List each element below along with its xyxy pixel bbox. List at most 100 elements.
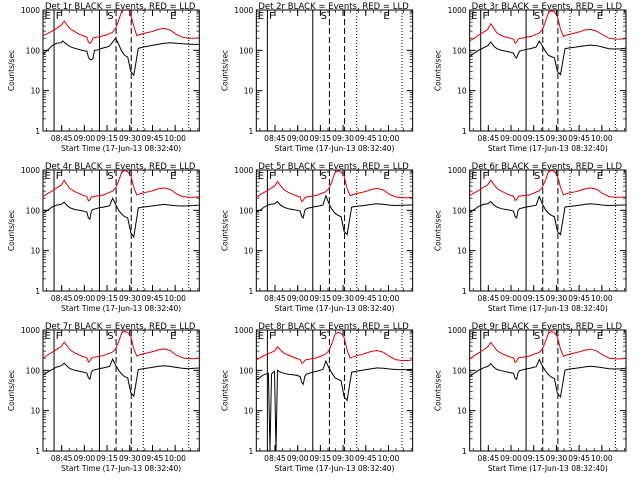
- x-tick-label: 09:45: [355, 294, 377, 303]
- marker-letter-F: F: [269, 331, 275, 342]
- y-axis-label: Counts/sec: [7, 370, 16, 411]
- x-tick-label: 08:45: [51, 294, 73, 303]
- y-axis-label: Counts/sec: [220, 50, 229, 91]
- y-tick-label: 100: [26, 46, 41, 55]
- y-tick-label: 1000: [21, 166, 40, 175]
- marker-letter-F: F: [482, 171, 488, 182]
- x-tick-label: 08:45: [264, 294, 286, 303]
- y-tick-label: 100: [452, 46, 467, 55]
- x-tick-label: 10:00: [378, 294, 400, 303]
- y-tick-label: 10: [244, 87, 254, 96]
- y-tick-label: 1: [35, 287, 40, 296]
- marker-letter-E: E: [258, 331, 264, 342]
- marker-letter-S: S: [107, 171, 113, 182]
- x-tick-label: 09:30: [546, 134, 568, 143]
- y-axis-label: Counts/sec: [434, 50, 443, 91]
- marker-letter-F: F: [482, 331, 488, 342]
- plot-frame: [42, 169, 200, 292]
- detector-panel-6: Det 6r BLACK = Events, RED = LLD 1 10 100 10…: [434, 162, 627, 313]
- x-tick-label: 09:00: [500, 454, 522, 463]
- y-tick-label: 10: [244, 407, 254, 416]
- marker-letter-F: F: [269, 171, 275, 182]
- plot-frame: [255, 9, 414, 132]
- x-tick-label: 08:45: [478, 454, 500, 463]
- y-tick-label: 1: [35, 127, 40, 136]
- y-axis-label: Counts/sec: [434, 370, 443, 411]
- y-tick-label: 100: [26, 206, 41, 215]
- marker-letter-S: S: [534, 171, 540, 182]
- lld-series-line: [43, 10, 199, 44]
- x-tick-label: 09:15: [523, 134, 545, 143]
- marker-letter-E: E: [597, 11, 603, 22]
- x-tick-label: 10:00: [378, 454, 400, 463]
- x-tick-label: 08:45: [478, 294, 500, 303]
- y-axis-label: Counts/sec: [7, 210, 16, 251]
- y-tick-label: 1: [249, 287, 254, 296]
- lld-series-line: [469, 170, 626, 202]
- y-tick-label: 10: [30, 407, 40, 416]
- x-tick-label: 09:00: [74, 294, 96, 303]
- y-axis-label: Counts/sec: [220, 370, 229, 411]
- events-series-line: [469, 39, 626, 76]
- x-tick-label: 09:30: [119, 454, 141, 463]
- x-tick-label: 09:45: [142, 134, 164, 143]
- plot-frame: [255, 329, 414, 452]
- panel-title: Det 3r BLACK = Events, RED = LLD: [472, 2, 623, 12]
- y-tick-label: 1000: [21, 326, 40, 335]
- y-tick-label: 100: [239, 206, 254, 215]
- marker-letter-E: E: [471, 171, 477, 182]
- marker-letter-E: E: [44, 331, 50, 342]
- y-tick-label: 1000: [448, 326, 467, 335]
- y-tick-label: 1000: [448, 166, 467, 175]
- x-tick-label: 09:15: [523, 294, 545, 303]
- x-tick-label: 08:45: [51, 134, 73, 143]
- x-axis-label: Start Time (17-Jun-13 08:32:40): [61, 144, 181, 153]
- y-tick-label: 1: [249, 127, 254, 136]
- x-tick-label: 09:15: [310, 454, 332, 463]
- y-axis-label: Counts/sec: [220, 210, 229, 251]
- panel-title: Det 6r BLACK = Events, RED = LLD: [472, 162, 623, 172]
- marker-letter-S: S: [321, 331, 327, 342]
- events-series-line: [43, 196, 199, 239]
- panel-title: Det 9r BLACK = Events, RED = LLD: [472, 322, 623, 332]
- x-tick-label: 09:45: [142, 454, 164, 463]
- x-tick-label: 09:45: [568, 294, 590, 303]
- x-axis-label: Start Time (17-Jun-13 08:32:40): [488, 304, 608, 313]
- marker-letter-E: E: [471, 331, 477, 342]
- marker-letter-S: S: [321, 171, 327, 182]
- x-tick-label: 10:00: [591, 294, 613, 303]
- y-tick-label: 100: [452, 366, 467, 375]
- x-axis-label: Start Time (17-Jun-13 08:32:40): [488, 144, 608, 153]
- x-tick-label: 10:00: [164, 454, 186, 463]
- marker-letter-S: S: [321, 11, 327, 22]
- x-tick-label: 09:30: [119, 294, 141, 303]
- x-axis-label: Start Time (17-Jun-13 08:32:40): [274, 144, 394, 153]
- x-tick-label: 10:00: [164, 134, 186, 143]
- x-tick-label: 09:00: [74, 134, 96, 143]
- y-axis-label: Counts/sec: [7, 50, 16, 91]
- marker-letter-E: E: [383, 171, 389, 182]
- x-tick-label: 09:30: [546, 294, 568, 303]
- x-axis-label: Start Time (17-Jun-13 08:32:40): [274, 304, 394, 313]
- detector-panel-3: Det 3r BLACK = Events, RED = LLD 1 10 100 10…: [434, 2, 627, 153]
- marker-letter-E: E: [258, 171, 264, 182]
- marker-letter-F: F: [56, 171, 62, 182]
- y-tick-label: 100: [26, 366, 41, 375]
- lld-series-line: [256, 170, 413, 203]
- plot-frame: [255, 169, 414, 292]
- x-tick-label: 09:00: [74, 454, 96, 463]
- marker-letter-F: F: [269, 11, 275, 22]
- detector-panel-7: Det 7r BLACK = Events, RED = LLD 1 10 100 10…: [7, 322, 200, 473]
- x-tick-label: 09:00: [287, 294, 309, 303]
- x-tick-label: 09:30: [332, 134, 354, 143]
- y-tick-label: 10: [244, 247, 254, 256]
- x-tick-label: 09:45: [568, 134, 590, 143]
- plot-frame: [42, 329, 200, 452]
- y-tick-label: 1000: [234, 326, 253, 335]
- marker-letter-E: E: [597, 171, 603, 182]
